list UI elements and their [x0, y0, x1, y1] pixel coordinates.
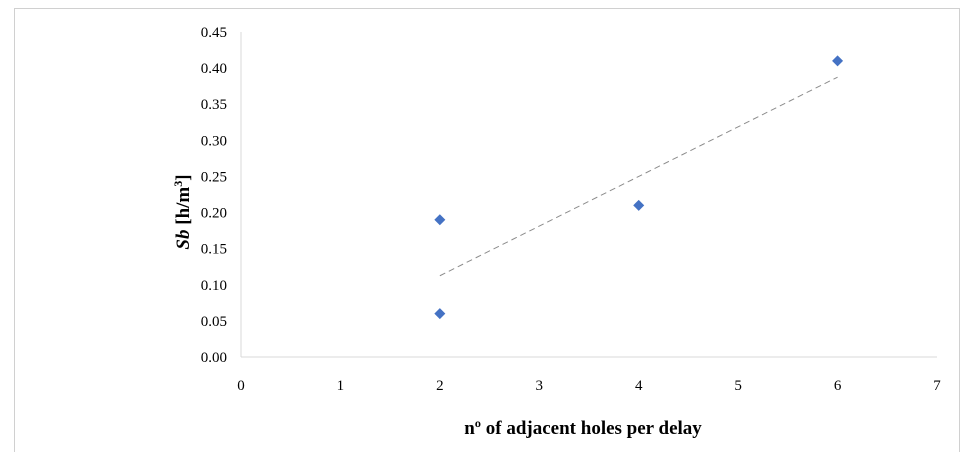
- data-point-marker: [832, 55, 844, 67]
- x-tick-label: 3: [536, 378, 544, 394]
- y-tick-label: 0.40: [201, 61, 227, 77]
- x-axis-ticks: 0 1 2 3 4 5 6 7: [237, 378, 941, 394]
- x-tick-label: 0: [237, 378, 245, 394]
- y-axis-title-variable: Sb: [173, 230, 194, 250]
- y-axis-title-close: ]: [173, 174, 194, 180]
- y-tick-label: 0.20: [201, 206, 227, 222]
- y-tick-label: 0.25: [201, 169, 227, 185]
- y-axis-title-unit: [h/m: [173, 187, 194, 230]
- y-tick-label: 0.05: [201, 314, 227, 330]
- data-point-marker: [434, 214, 446, 226]
- x-axis-title-rest: of adjacent holes per delay: [481, 418, 702, 439]
- x-tick-label: 7: [933, 378, 941, 394]
- data-point-marker: [633, 199, 645, 211]
- data-points: [434, 55, 844, 320]
- x-tick-label: 6: [834, 378, 842, 394]
- y-tick-label: 0.35: [201, 97, 227, 113]
- x-tick-label: 1: [337, 378, 345, 394]
- trendline: [439, 76, 838, 277]
- y-tick-label: 0.45: [201, 25, 227, 41]
- y-tick-label: 0.15: [201, 242, 227, 258]
- x-axis-title: nº of adjacent holes per delay: [464, 418, 702, 439]
- y-tick-label: 0.00: [201, 350, 227, 366]
- chart-frame: [14, 8, 960, 452]
- data-point-marker: [434, 308, 446, 320]
- x-tick-label: 2: [436, 378, 444, 394]
- x-tick-label: 5: [734, 378, 742, 394]
- y-axis-title: Sb [h/m3]: [171, 174, 194, 249]
- y-axis-title-superscript: 3: [171, 181, 185, 187]
- y-tick-label: 0.30: [201, 133, 227, 149]
- y-axis-ticks: 0.00 0.05 0.10 0.15 0.20 0.25 0.30 0.35 0.40 0.45: [201, 25, 227, 366]
- x-axis-title-prefix: nº: [464, 418, 481, 439]
- x-tick-label: 4: [635, 378, 643, 394]
- y-tick-label: 0.10: [201, 278, 227, 294]
